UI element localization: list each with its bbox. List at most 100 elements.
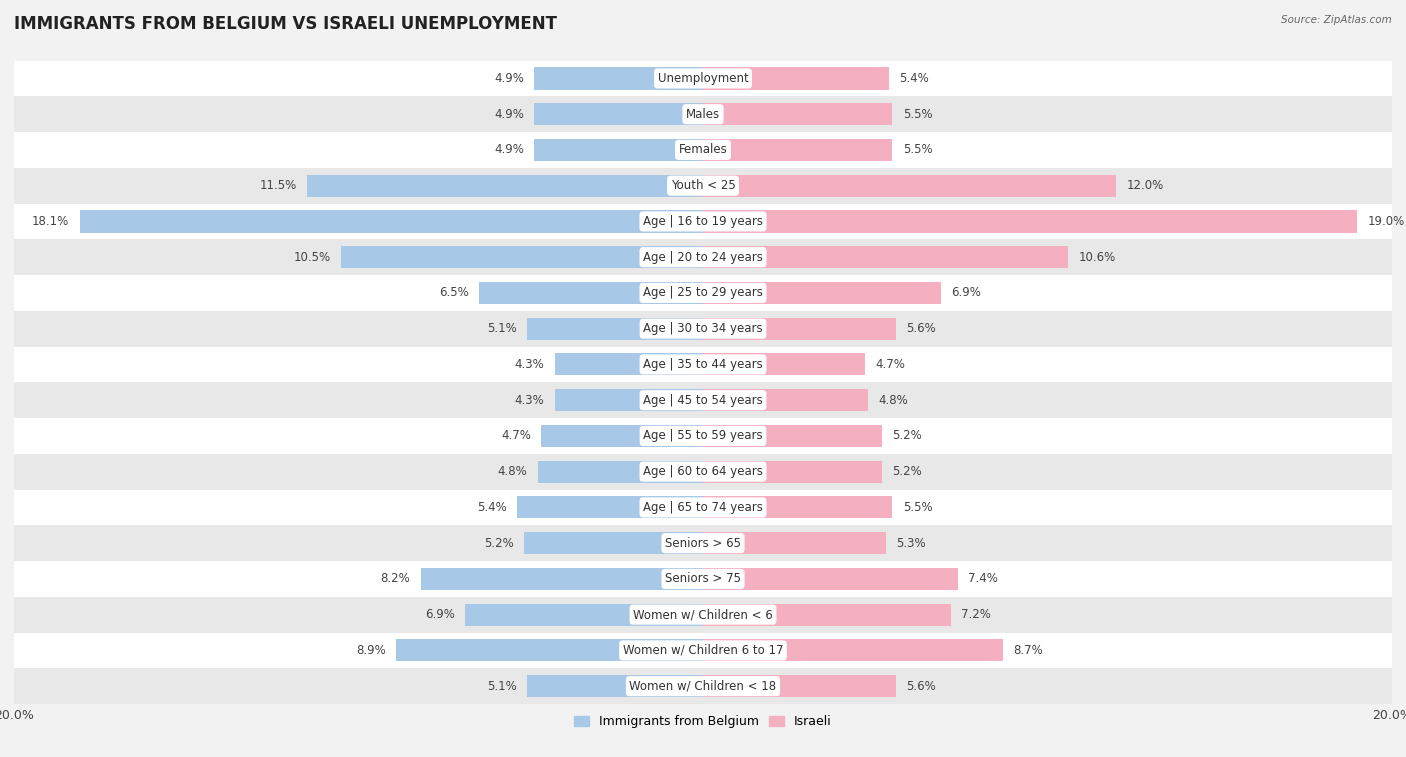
Bar [703,460,882,483]
Text: Seniors > 65: Seniors > 65 [665,537,741,550]
Bar [14,490,1392,525]
Bar [14,275,1392,311]
Text: 7.4%: 7.4% [969,572,998,585]
Text: 4.9%: 4.9% [494,72,524,85]
Text: 10.6%: 10.6% [1078,251,1116,263]
Bar [703,389,869,411]
Text: IMMIGRANTS FROM BELGIUM VS ISRAELI UNEMPLOYMENT: IMMIGRANTS FROM BELGIUM VS ISRAELI UNEMP… [14,15,557,33]
Bar [342,246,703,268]
Bar [14,668,1392,704]
Text: Age | 16 to 19 years: Age | 16 to 19 years [643,215,763,228]
Bar [703,103,893,125]
Text: Age | 65 to 74 years: Age | 65 to 74 years [643,501,763,514]
Text: Women w/ Children < 6: Women w/ Children < 6 [633,608,773,621]
Text: Seniors > 75: Seniors > 75 [665,572,741,585]
Bar [703,568,957,590]
Text: 8.7%: 8.7% [1012,644,1043,657]
Text: 5.4%: 5.4% [477,501,506,514]
Text: 4.3%: 4.3% [515,394,544,407]
Text: Age | 35 to 44 years: Age | 35 to 44 years [643,358,763,371]
Text: 4.8%: 4.8% [879,394,908,407]
Text: 5.2%: 5.2% [893,465,922,478]
Text: Youth < 25: Youth < 25 [671,179,735,192]
Bar [703,354,865,375]
Bar [14,61,1392,96]
Bar [703,603,950,626]
Bar [703,318,896,340]
Bar [14,204,1392,239]
Text: 5.6%: 5.6% [907,680,936,693]
Text: 19.0%: 19.0% [1368,215,1405,228]
Text: 5.6%: 5.6% [907,322,936,335]
Text: Age | 20 to 24 years: Age | 20 to 24 years [643,251,763,263]
Text: 5.3%: 5.3% [896,537,925,550]
Text: 4.9%: 4.9% [494,107,524,120]
Bar [14,311,1392,347]
Text: Age | 55 to 59 years: Age | 55 to 59 years [643,429,763,442]
Bar [703,497,893,519]
Text: 10.5%: 10.5% [294,251,330,263]
Bar [14,453,1392,490]
Bar [534,139,703,161]
Bar [14,561,1392,597]
Bar [80,210,703,232]
Bar [534,67,703,89]
Text: 5.1%: 5.1% [488,680,517,693]
Bar [703,532,886,554]
Legend: Immigrants from Belgium, Israeli: Immigrants from Belgium, Israeli [569,710,837,733]
Bar [703,246,1069,268]
Bar [465,603,703,626]
Bar [703,139,893,161]
Bar [14,168,1392,204]
Bar [14,96,1392,132]
Bar [534,103,703,125]
Bar [703,675,896,697]
Bar [703,425,882,447]
Bar [14,132,1392,168]
Bar [517,497,703,519]
Text: Females: Females [679,143,727,157]
Bar [307,175,703,197]
Text: 5.5%: 5.5% [903,107,932,120]
Bar [14,382,1392,418]
Text: Women w/ Children 6 to 17: Women w/ Children 6 to 17 [623,644,783,657]
Bar [14,347,1392,382]
Text: 4.7%: 4.7% [875,358,905,371]
Bar [527,318,703,340]
Text: 4.8%: 4.8% [498,465,527,478]
Text: Age | 45 to 54 years: Age | 45 to 54 years [643,394,763,407]
Bar [703,175,1116,197]
Bar [703,640,1002,662]
Text: Age | 30 to 34 years: Age | 30 to 34 years [643,322,763,335]
Bar [479,282,703,304]
Text: 5.4%: 5.4% [900,72,929,85]
Bar [537,460,703,483]
Bar [524,532,703,554]
Text: 6.5%: 6.5% [439,286,468,300]
Text: Women w/ Children < 18: Women w/ Children < 18 [630,680,776,693]
Text: 5.5%: 5.5% [903,143,932,157]
Bar [14,418,1392,453]
Text: Unemployment: Unemployment [658,72,748,85]
Text: 12.0%: 12.0% [1126,179,1164,192]
Text: 5.2%: 5.2% [893,429,922,442]
Bar [541,425,703,447]
Text: Age | 60 to 64 years: Age | 60 to 64 years [643,465,763,478]
Text: 5.1%: 5.1% [488,322,517,335]
Text: 18.1%: 18.1% [32,215,69,228]
Text: 8.2%: 8.2% [381,572,411,585]
Text: 6.9%: 6.9% [425,608,456,621]
Bar [703,282,941,304]
Bar [14,597,1392,633]
Bar [14,633,1392,668]
Bar [527,675,703,697]
Text: 4.3%: 4.3% [515,358,544,371]
Bar [14,239,1392,275]
Text: 4.9%: 4.9% [494,143,524,157]
Text: 11.5%: 11.5% [259,179,297,192]
Text: Males: Males [686,107,720,120]
Bar [396,640,703,662]
Text: 6.9%: 6.9% [950,286,981,300]
Text: 8.9%: 8.9% [356,644,387,657]
Text: 7.2%: 7.2% [962,608,991,621]
